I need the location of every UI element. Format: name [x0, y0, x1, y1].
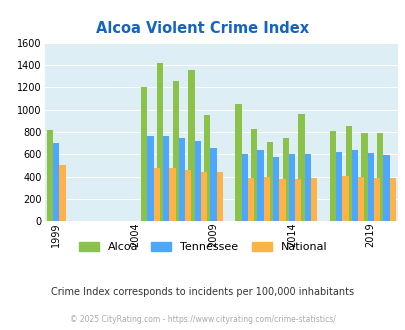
- Bar: [53, 143, 59, 221]
- Bar: [351, 150, 357, 221]
- Bar: [357, 177, 364, 221]
- Bar: [153, 168, 160, 221]
- Bar: [216, 172, 222, 221]
- Bar: [147, 137, 153, 221]
- Bar: [47, 130, 53, 221]
- Bar: [172, 81, 178, 221]
- Bar: [282, 138, 288, 221]
- Bar: [288, 154, 294, 221]
- Bar: [376, 133, 382, 221]
- Bar: [329, 131, 335, 221]
- Text: © 2025 CityRating.com - https://www.cityrating.com/crime-statistics/: © 2025 CityRating.com - https://www.city…: [70, 315, 335, 324]
- Bar: [279, 179, 285, 221]
- Bar: [156, 63, 163, 221]
- Bar: [360, 133, 367, 221]
- Bar: [345, 126, 351, 221]
- Bar: [59, 165, 65, 221]
- Bar: [298, 114, 304, 221]
- Bar: [341, 176, 348, 221]
- Bar: [178, 138, 185, 221]
- Bar: [389, 178, 395, 221]
- Legend: Alcoa, Tennessee, National: Alcoa, Tennessee, National: [74, 238, 331, 257]
- Bar: [382, 155, 389, 221]
- Bar: [235, 104, 241, 221]
- Bar: [257, 150, 263, 221]
- Bar: [294, 179, 301, 221]
- Bar: [210, 148, 216, 221]
- Bar: [247, 178, 254, 221]
- Bar: [185, 170, 191, 221]
- Bar: [169, 168, 175, 221]
- Bar: [194, 141, 200, 221]
- Bar: [373, 178, 379, 221]
- Text: Crime Index corresponds to incidents per 100,000 inhabitants: Crime Index corresponds to incidents per…: [51, 287, 354, 297]
- Bar: [304, 154, 310, 221]
- Text: Alcoa Violent Crime Index: Alcoa Violent Crime Index: [96, 20, 309, 36]
- Bar: [203, 115, 210, 221]
- Bar: [141, 87, 147, 221]
- Bar: [251, 129, 257, 221]
- Bar: [200, 172, 207, 221]
- Bar: [367, 152, 373, 221]
- Bar: [241, 154, 247, 221]
- Bar: [188, 70, 194, 221]
- Bar: [263, 177, 269, 221]
- Bar: [335, 152, 341, 221]
- Bar: [310, 178, 316, 221]
- Bar: [266, 142, 273, 221]
- Bar: [273, 156, 279, 221]
- Bar: [163, 137, 169, 221]
